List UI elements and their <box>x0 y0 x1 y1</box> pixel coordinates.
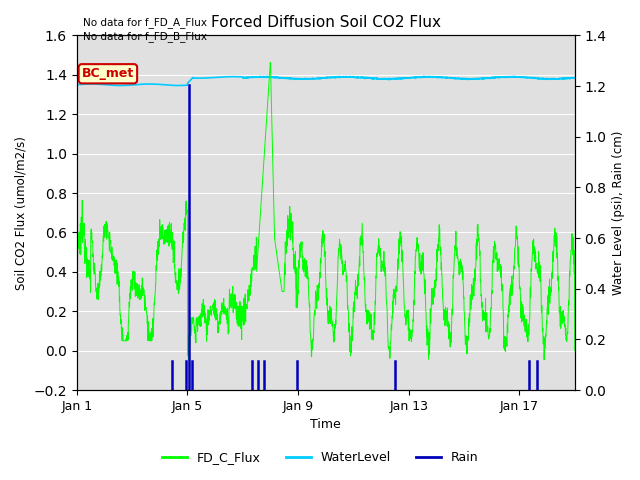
Legend: FD_C_Flux, WaterLevel, Rain: FD_C_Flux, WaterLevel, Rain <box>157 446 483 469</box>
Y-axis label: Water Level (psi), Rain (cm): Water Level (psi), Rain (cm) <box>612 131 625 295</box>
Text: No data for f_FD_B_Flux: No data for f_FD_B_Flux <box>83 31 207 42</box>
Y-axis label: Soil CO2 Flux (umol/m2/s): Soil CO2 Flux (umol/m2/s) <box>15 136 28 289</box>
Text: BC_met: BC_met <box>82 67 134 80</box>
X-axis label: Time: Time <box>310 419 341 432</box>
Text: No data for f_FD_A_Flux: No data for f_FD_A_Flux <box>83 17 207 28</box>
Title: Forced Diffusion Soil CO2 Flux: Forced Diffusion Soil CO2 Flux <box>211 15 441 30</box>
